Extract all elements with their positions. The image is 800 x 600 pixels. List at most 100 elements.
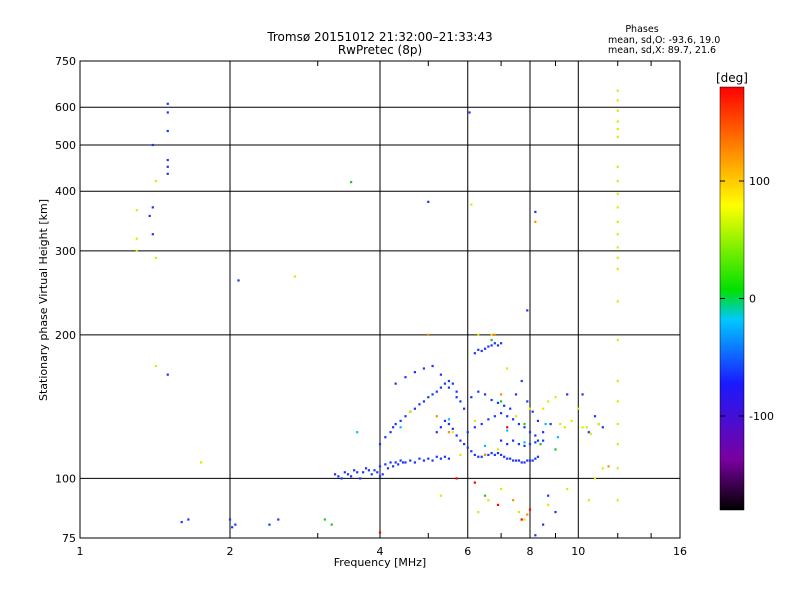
x-tick-label: 8 bbox=[527, 545, 534, 558]
data-point bbox=[616, 99, 619, 102]
data-point bbox=[455, 477, 458, 480]
data-point bbox=[473, 352, 476, 355]
data-point bbox=[496, 451, 500, 455]
data-point bbox=[490, 338, 493, 342]
x-tick-label: 4 bbox=[377, 545, 384, 558]
data-point bbox=[534, 210, 537, 214]
data-point bbox=[353, 469, 356, 472]
data-point bbox=[439, 426, 442, 429]
data-point bbox=[523, 441, 526, 444]
data-point bbox=[394, 382, 397, 385]
data-point bbox=[487, 418, 490, 421]
data-point bbox=[616, 120, 619, 123]
data-point bbox=[496, 503, 500, 506]
data-point bbox=[404, 461, 407, 464]
data-point bbox=[435, 455, 438, 458]
data-point bbox=[200, 461, 203, 464]
data-point bbox=[616, 135, 619, 138]
data-point bbox=[151, 206, 154, 209]
data-point bbox=[500, 453, 503, 457]
data-point bbox=[323, 518, 326, 521]
data-point bbox=[523, 422, 526, 426]
data-point bbox=[422, 400, 426, 403]
data-point bbox=[616, 89, 619, 92]
data-point bbox=[399, 419, 402, 422]
data-point bbox=[487, 453, 490, 457]
data-point bbox=[148, 214, 151, 218]
data-point bbox=[427, 333, 430, 336]
chart-title: Tromsø 20151012 21:32:00–21:33:43 bbox=[266, 30, 492, 44]
data-point bbox=[386, 467, 390, 470]
y-tick-label: 300 bbox=[55, 245, 76, 258]
data-point bbox=[616, 379, 619, 383]
data-point bbox=[616, 338, 619, 342]
data-point bbox=[517, 459, 520, 462]
data-point bbox=[384, 463, 387, 466]
data-point bbox=[397, 463, 400, 466]
data-point bbox=[459, 400, 462, 403]
data-point bbox=[493, 453, 496, 457]
data-point bbox=[367, 469, 370, 472]
data-point bbox=[277, 518, 280, 521]
data-point bbox=[536, 455, 540, 458]
data-point bbox=[506, 429, 509, 432]
x-axis-label: Frequency [MHz] bbox=[334, 556, 426, 569]
data-point bbox=[493, 333, 496, 336]
data-point bbox=[483, 347, 487, 350]
data-point bbox=[435, 431, 438, 434]
data-point bbox=[439, 457, 442, 460]
data-point bbox=[422, 367, 426, 370]
data-point bbox=[554, 396, 557, 399]
data-point bbox=[356, 431, 359, 434]
data-point bbox=[443, 419, 447, 422]
data-point bbox=[373, 469, 376, 472]
data-point bbox=[237, 279, 240, 282]
data-point bbox=[534, 457, 537, 460]
data-point bbox=[607, 465, 610, 468]
data-point bbox=[459, 439, 462, 442]
data-point bbox=[490, 333, 493, 336]
data-point bbox=[404, 415, 407, 418]
data-point bbox=[581, 426, 584, 429]
data-point bbox=[343, 471, 346, 474]
data-point bbox=[466, 431, 469, 434]
x-tick-label: 10 bbox=[571, 545, 585, 558]
data-point bbox=[500, 342, 503, 345]
y-tick-label: 400 bbox=[55, 185, 76, 198]
data-point bbox=[526, 459, 529, 462]
grid-lines bbox=[80, 61, 680, 538]
data-point bbox=[534, 441, 537, 444]
data-point bbox=[401, 461, 405, 464]
data-point bbox=[587, 431, 590, 434]
data-point bbox=[187, 518, 190, 521]
data-point bbox=[356, 471, 359, 474]
data-point bbox=[509, 457, 512, 460]
data-point bbox=[512, 459, 515, 462]
colorbar-tick-label: 0 bbox=[749, 293, 756, 306]
data-point bbox=[378, 465, 382, 468]
data-point bbox=[566, 487, 569, 491]
data-point bbox=[435, 390, 438, 393]
data-point bbox=[506, 415, 509, 418]
data-point bbox=[473, 453, 476, 457]
data-point bbox=[487, 345, 490, 348]
data-point bbox=[439, 494, 442, 497]
data-point bbox=[362, 471, 365, 474]
data-point bbox=[542, 439, 545, 442]
data-point bbox=[528, 508, 532, 511]
data-point bbox=[531, 410, 534, 413]
data-point bbox=[581, 393, 584, 396]
data-point bbox=[350, 181, 353, 184]
data-point bbox=[523, 461, 526, 464]
data-point bbox=[512, 439, 515, 442]
data-point bbox=[587, 499, 590, 502]
data-point bbox=[404, 376, 407, 379]
data-point bbox=[526, 309, 529, 312]
data-point bbox=[151, 143, 154, 147]
data-point bbox=[601, 467, 604, 470]
data-point bbox=[493, 342, 496, 345]
data-point bbox=[547, 503, 550, 506]
colorbar-tick-label: -100 bbox=[749, 410, 774, 423]
data-point bbox=[531, 459, 534, 462]
